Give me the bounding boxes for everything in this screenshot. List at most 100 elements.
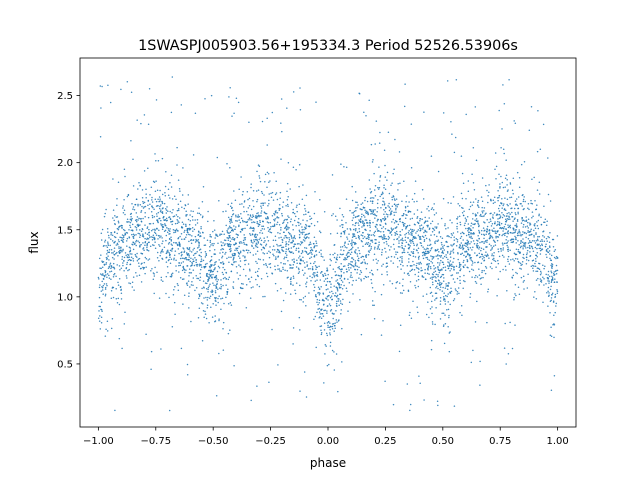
data-point xyxy=(174,222,177,225)
data-point xyxy=(157,205,159,207)
data-point xyxy=(347,243,350,245)
data-point xyxy=(335,302,338,305)
data-point xyxy=(450,120,452,123)
data-point xyxy=(319,292,321,294)
data-point xyxy=(347,278,349,280)
data-point xyxy=(537,277,539,280)
data-point xyxy=(367,235,369,238)
data-point xyxy=(113,219,115,222)
data-point xyxy=(408,210,411,213)
data-point xyxy=(209,234,211,236)
data-point xyxy=(430,255,432,257)
data-point xyxy=(204,250,207,253)
data-point xyxy=(290,267,292,269)
data-point xyxy=(540,216,542,219)
data-point xyxy=(202,215,204,218)
data-point xyxy=(358,224,360,226)
data-point xyxy=(256,243,258,246)
data-point xyxy=(277,232,279,234)
data-point xyxy=(195,287,198,289)
data-point xyxy=(153,292,155,295)
data-point xyxy=(429,277,432,279)
data-point xyxy=(209,235,211,238)
data-point xyxy=(122,228,125,231)
data-point xyxy=(377,198,379,201)
data-point xyxy=(129,259,132,262)
data-point xyxy=(391,210,393,212)
data-point xyxy=(416,262,418,265)
data-point xyxy=(102,274,104,276)
data-point xyxy=(472,269,475,271)
data-point xyxy=(460,242,463,244)
data-point xyxy=(115,244,118,246)
data-point xyxy=(261,232,264,234)
data-point xyxy=(271,215,274,217)
data-point xyxy=(545,224,548,227)
data-point xyxy=(404,217,407,219)
data-point xyxy=(156,215,158,218)
data-point xyxy=(248,268,251,271)
data-point xyxy=(550,297,553,299)
data-point xyxy=(177,220,179,222)
data-point xyxy=(136,256,138,258)
data-point xyxy=(410,242,412,244)
data-point xyxy=(488,257,490,259)
data-point xyxy=(314,261,316,263)
data-point xyxy=(377,260,379,262)
data-point xyxy=(109,271,111,273)
data-point xyxy=(387,229,389,231)
data-point xyxy=(256,222,258,225)
data-point xyxy=(113,272,116,275)
data-point xyxy=(477,225,480,228)
data-point xyxy=(165,225,167,227)
data-point xyxy=(415,232,417,234)
data-point xyxy=(129,253,131,255)
data-point xyxy=(142,268,145,270)
data-point xyxy=(442,266,445,269)
data-point xyxy=(521,205,523,207)
data-point xyxy=(425,237,428,240)
data-point xyxy=(332,292,334,295)
data-point xyxy=(404,239,406,242)
data-point xyxy=(471,204,474,206)
data-point xyxy=(449,303,451,306)
data-point xyxy=(542,264,544,267)
data-point xyxy=(226,230,228,232)
data-point xyxy=(270,196,273,199)
data-point xyxy=(497,262,500,265)
data-point xyxy=(100,107,102,109)
data-point xyxy=(488,229,490,232)
data-point xyxy=(247,198,249,201)
data-point xyxy=(397,246,400,248)
data-point xyxy=(230,220,233,222)
data-point xyxy=(550,285,552,288)
data-point xyxy=(292,229,294,231)
data-point xyxy=(392,243,395,246)
data-point xyxy=(353,266,355,268)
data-point xyxy=(287,228,289,230)
data-point xyxy=(345,254,348,256)
data-point xyxy=(199,235,201,238)
data-point xyxy=(183,250,186,252)
data-point xyxy=(265,212,268,215)
data-point xyxy=(191,264,193,266)
data-point xyxy=(507,218,510,221)
data-point xyxy=(376,224,378,226)
data-point xyxy=(227,239,230,241)
data-point xyxy=(256,221,259,223)
data-point xyxy=(146,226,149,228)
data-point xyxy=(552,272,555,275)
data-point xyxy=(470,259,473,261)
data-point xyxy=(539,247,542,250)
data-point xyxy=(198,207,200,209)
data-point xyxy=(329,296,332,299)
data-point xyxy=(352,293,354,295)
data-point xyxy=(173,257,175,259)
data-point xyxy=(461,246,463,248)
data-point xyxy=(384,235,386,238)
data-point xyxy=(137,232,139,235)
data-point xyxy=(204,265,207,268)
data-point xyxy=(340,263,342,265)
data-point xyxy=(392,172,394,175)
data-point xyxy=(424,254,426,257)
